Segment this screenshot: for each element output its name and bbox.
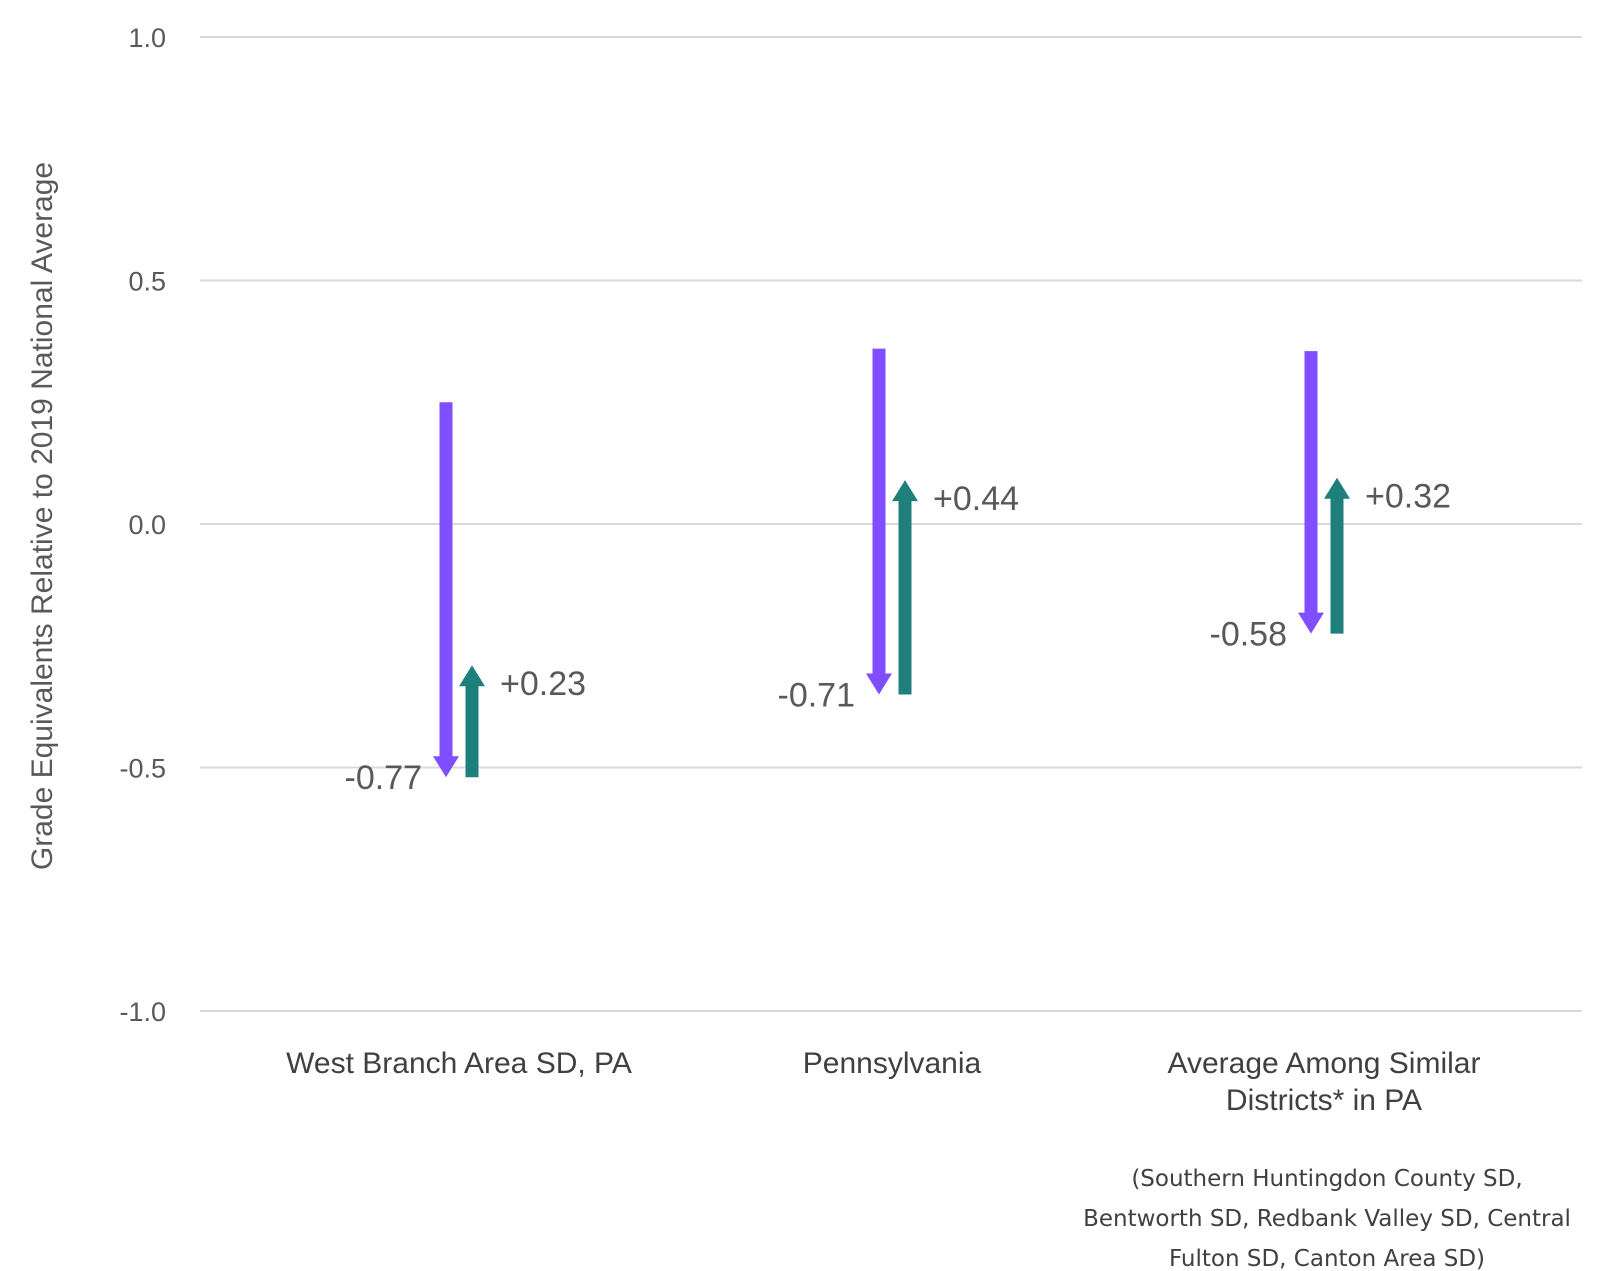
- y-axis-title: Grade Equivalents Relative to 2019 Natio…: [26, 162, 59, 870]
- y-tick-label: -1.0: [119, 997, 166, 1027]
- recovery-arrow: [1324, 477, 1350, 634]
- value-labels: -0.77 +0.23 -0.71 +0.44 -0.58 +0.32: [345, 478, 1452, 798]
- recovery-arrow: [892, 480, 918, 695]
- category-labels: West Branch Area SD, PA Pennsylvania Avera…: [286, 1047, 1480, 1117]
- category-label: West Branch Area SD, PA: [286, 1047, 632, 1080]
- decline-value-label: -0.71: [778, 676, 856, 714]
- y-tick-label: 0.0: [128, 510, 166, 540]
- recovery-value-label: +0.23: [500, 665, 586, 703]
- category-label: Districts* in PA: [1226, 1084, 1422, 1117]
- y-tick-label: 1.0: [128, 23, 166, 53]
- category-label: Pennsylvania: [803, 1047, 982, 1080]
- recovery-value-label: +0.44: [933, 480, 1019, 518]
- footnote: (Southern Huntingdon County SD, Bentworth…: [1083, 1166, 1571, 1271]
- footnote-line: (Southern Huntingdon County SD,: [1131, 1166, 1522, 1192]
- decline-arrow: [433, 402, 459, 778]
- y-tick-label: 0.5: [128, 267, 166, 297]
- category-label: Average Among Similar: [1168, 1047, 1481, 1080]
- decline-arrow: [1298, 351, 1324, 634]
- recovery-arrow: [459, 665, 485, 778]
- arrows: [433, 348, 1350, 778]
- decline-value-label: -0.58: [1210, 616, 1288, 654]
- footnote-line: Fulton SD, Canton Area SD): [1169, 1246, 1485, 1271]
- decline-arrow: [866, 348, 892, 695]
- decline-value-label: -0.77: [345, 759, 423, 797]
- recovery-value-label: +0.32: [1365, 478, 1451, 516]
- footnote-line: Bentworth SD, Redbank Valley SD, Central: [1083, 1206, 1571, 1232]
- y-tick-labels: 1.0 0.5 0.0 -0.5 -1.0: [119, 23, 166, 1027]
- y-tick-label: -0.5: [119, 754, 166, 784]
- gridlines: [200, 36, 1582, 1012]
